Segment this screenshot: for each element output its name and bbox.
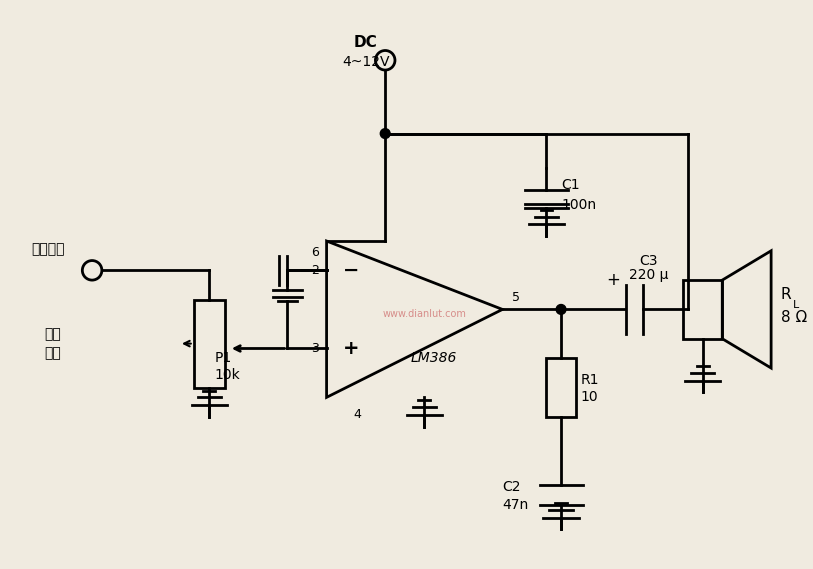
Text: 2: 2 bbox=[311, 264, 319, 277]
Text: 4: 4 bbox=[353, 409, 361, 422]
Text: 音频输入: 音频输入 bbox=[32, 242, 65, 256]
Text: C1: C1 bbox=[561, 178, 580, 192]
Text: 8 Ω: 8 Ω bbox=[781, 310, 807, 325]
Text: 10k: 10k bbox=[214, 368, 240, 382]
Text: 100n: 100n bbox=[561, 198, 596, 212]
Text: www.dianlut.com: www.dianlut.com bbox=[382, 310, 466, 319]
Circle shape bbox=[380, 129, 390, 138]
Text: 220 μ: 220 μ bbox=[629, 268, 669, 282]
Text: +: + bbox=[343, 339, 359, 358]
Text: 5: 5 bbox=[512, 291, 520, 304]
Text: +: + bbox=[606, 271, 620, 289]
Text: P1: P1 bbox=[214, 351, 232, 365]
Text: 4~12V: 4~12V bbox=[342, 55, 389, 69]
Text: R1: R1 bbox=[580, 373, 599, 387]
Text: C3: C3 bbox=[639, 254, 658, 267]
Text: 调节: 调节 bbox=[45, 347, 62, 360]
Text: L: L bbox=[793, 300, 799, 310]
Text: R: R bbox=[781, 287, 792, 302]
Text: LM386: LM386 bbox=[411, 351, 457, 365]
Circle shape bbox=[556, 304, 566, 314]
Text: 47n: 47n bbox=[502, 498, 528, 512]
Text: DC: DC bbox=[354, 35, 377, 50]
Bar bbox=[683, 280, 722, 339]
Text: 音量: 音量 bbox=[45, 327, 62, 341]
Bar bbox=[193, 300, 225, 387]
Text: 3: 3 bbox=[311, 342, 319, 355]
Text: C2: C2 bbox=[502, 480, 521, 494]
Text: 10: 10 bbox=[580, 390, 598, 405]
Text: −: − bbox=[343, 261, 359, 280]
Bar bbox=[546, 358, 576, 417]
Text: 6: 6 bbox=[311, 246, 319, 259]
